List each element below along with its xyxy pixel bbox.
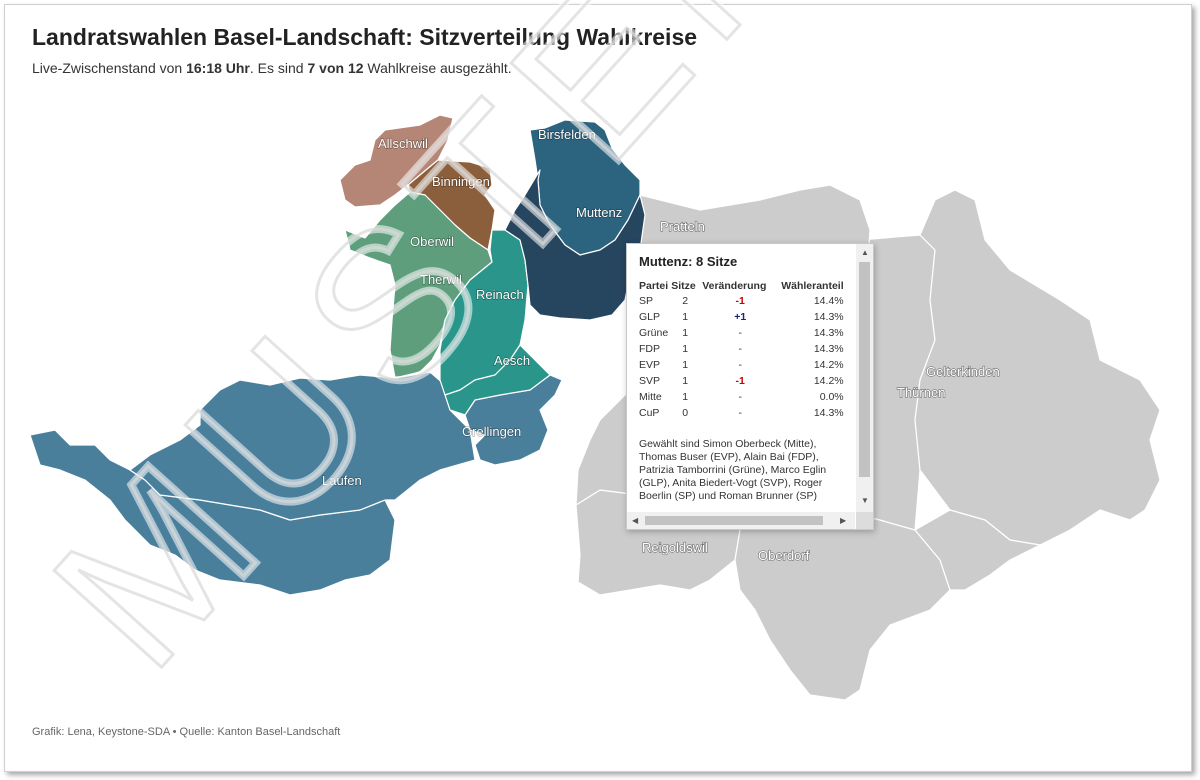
col-seats: Sitze bbox=[671, 280, 696, 292]
scroll-right-arrow-icon[interactable]: ▶ bbox=[840, 516, 847, 525]
subtitle-suffix: Wahlkreise ausgezählt. bbox=[363, 60, 512, 76]
district-waldenburg-east[interactable] bbox=[914, 509, 1041, 591]
party-name: FDP bbox=[639, 342, 660, 355]
label-reigoldswil: Reigoldswil bbox=[642, 540, 708, 555]
label-binningen: Binningen bbox=[432, 174, 490, 189]
scrollbar-corner bbox=[856, 512, 873, 529]
party-change: - bbox=[738, 406, 742, 419]
party-change: +1 bbox=[734, 310, 747, 323]
district-laufen-north[interactable] bbox=[129, 371, 476, 521]
tooltip-content: Muttenz: 8 Sitze Partei Sitze Veränderun… bbox=[627, 244, 855, 512]
scroll-up-arrow-icon[interactable]: ▲ bbox=[861, 248, 869, 257]
label-thuernen: Thürnen bbox=[897, 385, 945, 400]
results-header-row: Partei Sitze Veränderung Wähleranteil bbox=[639, 280, 847, 294]
district-oberdorf[interactable] bbox=[719, 504, 951, 701]
label-laufen: Laufen bbox=[322, 473, 362, 488]
subtitle-prefix: Live-Zwischenstand von bbox=[32, 60, 187, 76]
label-gelterkinden: Gelterkinden bbox=[926, 364, 1000, 379]
results-table: Partei Sitze Veränderung Wähleranteil SP… bbox=[639, 280, 847, 422]
elected-candidates: Gewählt sind Simon Oberbeck (Mitte), Tho… bbox=[639, 438, 827, 502]
party-seats: 1 bbox=[682, 374, 689, 387]
col-share: Wähleranteil bbox=[781, 280, 844, 292]
party-name: CuP bbox=[639, 406, 660, 419]
table-row: FDP 1 - 14.3% bbox=[639, 342, 847, 358]
subtitle-count: 7 von 12 bbox=[307, 60, 364, 76]
horizontal-scroll-thumb[interactable] bbox=[645, 516, 823, 525]
label-therwil: Therwil bbox=[420, 272, 462, 287]
label-oberdorf: Oberdorf bbox=[758, 548, 810, 563]
party-share: 0.0% bbox=[819, 390, 844, 403]
table-row: EVP 1 - 14.2% bbox=[639, 358, 847, 374]
subtitle-time: 16:18 Uhr bbox=[186, 60, 250, 76]
party-share: 14.4% bbox=[813, 294, 844, 307]
table-row: Grüne 1 - 14.3% bbox=[639, 326, 847, 342]
tooltip-vertical-scrollbar[interactable]: ▲ ▼ bbox=[856, 244, 873, 512]
label-pratteln: Pratteln bbox=[660, 219, 705, 234]
party-name: Mitte bbox=[639, 390, 662, 403]
party-seats: 0 bbox=[682, 406, 689, 419]
table-row: Mitte 1 - 0.0% bbox=[639, 390, 847, 406]
scroll-down-arrow-icon[interactable]: ▼ bbox=[861, 496, 869, 505]
source-credit: Grafik: Lena, Keystone-SDA • Quelle: Kan… bbox=[32, 726, 341, 738]
table-row: SP 2 -1 14.4% bbox=[639, 294, 847, 310]
label-allschwil: Allschwil bbox=[378, 136, 428, 151]
label-muttenz: Muttenz bbox=[576, 205, 622, 220]
party-change: -1 bbox=[735, 374, 745, 387]
party-share: 14.3% bbox=[813, 406, 844, 419]
party-share: 14.3% bbox=[813, 342, 844, 355]
party-share: 14.2% bbox=[813, 374, 844, 387]
party-name: GLP bbox=[639, 310, 661, 323]
col-change: Veränderung bbox=[702, 280, 767, 292]
party-seats: 1 bbox=[682, 326, 689, 339]
party-change: - bbox=[738, 390, 742, 403]
party-change: - bbox=[738, 342, 742, 355]
party-seats: 1 bbox=[682, 310, 689, 323]
subtitle: Live-Zwischenstand von 16:18 Uhr. Es sin… bbox=[32, 60, 512, 76]
label-birsfelden: Birsfelden bbox=[538, 127, 596, 142]
page-title: Landratswahlen Basel-Landschaft: Sitzver… bbox=[32, 24, 698, 50]
table-row: GLP 1 +1 14.3% bbox=[639, 310, 847, 326]
label-aesch: Aesch bbox=[494, 353, 530, 368]
party-share: 14.3% bbox=[813, 310, 844, 323]
party-seats: 1 bbox=[682, 342, 689, 355]
district-gelterkinden[interactable] bbox=[914, 189, 1161, 546]
district-allschwil[interactable] bbox=[339, 114, 454, 208]
party-seats: 2 bbox=[682, 294, 689, 307]
district-tooltip: Muttenz: 8 Sitze Partei Sitze Veränderun… bbox=[626, 243, 874, 530]
label-oberwil: Oberwil bbox=[410, 234, 454, 249]
scroll-left-arrow-icon[interactable]: ◀ bbox=[632, 516, 639, 525]
subtitle-middle: . Es sind bbox=[249, 60, 308, 76]
tooltip-title: Muttenz: 8 Sitze bbox=[639, 254, 738, 269]
party-name: SVP bbox=[639, 374, 661, 387]
party-change: - bbox=[738, 326, 742, 339]
party-name: EVP bbox=[639, 358, 661, 371]
party-seats: 1 bbox=[682, 390, 689, 403]
party-change: -1 bbox=[735, 294, 745, 307]
party-name: Grüne bbox=[639, 326, 669, 339]
party-share: 14.3% bbox=[813, 326, 844, 339]
party-name: SP bbox=[639, 294, 654, 307]
vertical-scroll-thumb[interactable] bbox=[859, 262, 870, 477]
label-reinach: Reinach bbox=[476, 287, 524, 302]
tooltip-horizontal-scrollbar[interactable]: ◀ ▶ bbox=[627, 512, 855, 529]
label-grellingen: Grellingen bbox=[462, 424, 521, 439]
district-aesch[interactable] bbox=[444, 344, 551, 416]
party-seats: 1 bbox=[682, 358, 689, 371]
col-party: Partei bbox=[639, 280, 669, 292]
table-row: CuP 0 - 14.3% bbox=[639, 406, 847, 422]
party-share: 14.2% bbox=[813, 358, 844, 371]
party-change: - bbox=[738, 358, 742, 371]
table-row: SVP 1 -1 14.2% bbox=[639, 374, 847, 390]
